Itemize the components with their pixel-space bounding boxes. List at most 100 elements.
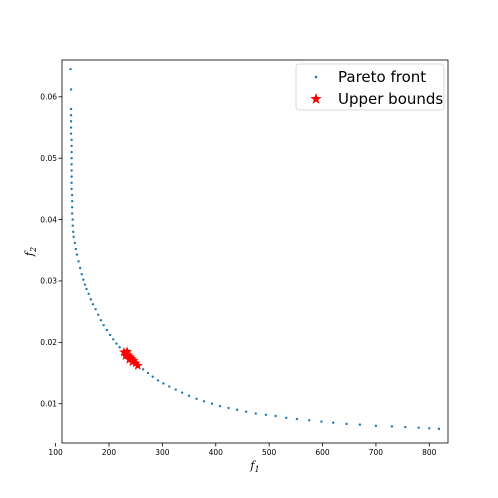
pareto-point: [71, 224, 74, 227]
legend-label: Pareto front: [338, 68, 426, 86]
pareto-point: [69, 107, 73, 111]
pareto-point: [70, 169, 73, 172]
pareto-point: [74, 247, 78, 251]
series-star: [118, 346, 143, 370]
pareto-point: [105, 328, 109, 332]
pareto-point: [187, 394, 191, 397]
pareto-point: [70, 212, 74, 215]
upper-bound-point: [130, 358, 141, 368]
legend-box: [295, 63, 445, 111]
pareto-point: [295, 417, 299, 421]
pareto-point: [417, 426, 420, 429]
upper-bound-point: [120, 350, 131, 361]
y-tick-label: 0.04: [40, 215, 57, 224]
pareto-point: [227, 406, 230, 410]
pareto-point: [168, 385, 171, 388]
x-axis-ticks: 100 200 300 400 500 600 700 800: [48, 443, 437, 457]
pareto-point: [71, 218, 74, 221]
pareto-point: [69, 114, 73, 117]
pareto-point: [244, 410, 248, 413]
pareto-point: [437, 427, 441, 431]
pareto-point: [70, 199, 74, 203]
series-dot: [69, 68, 441, 431]
pareto-point: [89, 298, 93, 301]
pareto-point: [69, 120, 73, 123]
pareto-point: [151, 375, 154, 378]
pareto-point: [70, 193, 74, 197]
pareto-point: [87, 292, 90, 296]
pareto-point: [69, 132, 73, 135]
pareto-point: [162, 382, 165, 385]
pareto-point: [94, 307, 97, 311]
pareto-point: [254, 412, 258, 415]
pareto-point: [73, 241, 77, 245]
pareto-point: [374, 424, 378, 428]
pareto-point: [202, 400, 206, 403]
pareto-point: [390, 425, 394, 428]
pareto-point: [70, 157, 73, 160]
legend-marker-star: [310, 93, 322, 104]
pareto-point: [285, 416, 288, 420]
pareto-point: [83, 283, 87, 286]
pareto-point: [195, 397, 198, 401]
y-axis-label-sub: 2: [29, 247, 38, 253]
pareto-point: [99, 319, 103, 322]
pareto-point: [91, 303, 95, 306]
pareto-point: [156, 379, 160, 382]
pareto-point: [70, 187, 73, 191]
upper-bound-point: [124, 354, 135, 364]
pareto-point: [70, 138, 73, 141]
upper-bound-point: [125, 351, 136, 362]
x-tick-label: 300: [155, 448, 170, 457]
pareto-point: [69, 88, 73, 91]
x-tick-label: 600: [315, 448, 330, 457]
pareto-point: [85, 287, 88, 291]
axes-frame: [61, 59, 449, 444]
pareto-point: [112, 338, 115, 341]
pareto-point: [70, 163, 73, 166]
pareto-point: [72, 230, 75, 234]
pareto-point: [70, 181, 73, 184]
pareto-point: [141, 368, 145, 371]
legend-entries: Pareto front Upper bounds: [310, 68, 443, 108]
x-tick-label: 200: [102, 448, 117, 457]
pareto-point: [80, 273, 83, 276]
x-axis-label-sub: 1: [254, 465, 259, 474]
x-axis-label-main: f: [249, 459, 256, 472]
pareto-point: [102, 323, 105, 327]
pareto-point: [75, 253, 79, 256]
pareto-point: [77, 260, 80, 263]
pareto-point: [264, 413, 268, 416]
upper-bound-point: [132, 360, 143, 370]
y-tick-label: 0.05: [40, 154, 57, 163]
pareto-point: [82, 278, 85, 281]
pareto-point: [69, 126, 73, 129]
y-tick-label: 0.03: [40, 277, 57, 286]
x-tick-label: 500: [262, 448, 277, 457]
pareto-point: [180, 391, 184, 394]
y-axis-ticks: 0.01 0.02 0.03 0.04 0.05 0.06: [40, 93, 62, 408]
pareto-point: [174, 388, 177, 391]
pareto-point: [72, 235, 75, 238]
pareto-point: [108, 333, 112, 337]
pareto-point: [97, 313, 100, 316]
x-tick-label: 700: [369, 448, 384, 457]
x-tick-label: 800: [422, 448, 437, 457]
pareto-point: [69, 68, 72, 71]
pareto-point: [70, 150, 73, 154]
pareto-point: [274, 414, 277, 418]
x-tick-label: 100: [48, 448, 63, 457]
legend-label: Upper bounds: [338, 90, 443, 108]
pareto-point: [235, 408, 239, 412]
y-tick-label: 0.06: [40, 93, 57, 102]
pareto-point: [332, 421, 335, 424]
pareto-point: [70, 206, 74, 209]
series-layer: [69, 68, 441, 431]
upper-bound-point: [127, 356, 138, 367]
pareto-point: [146, 371, 150, 375]
pareto-point: [70, 144, 73, 148]
pareto-point: [115, 342, 118, 345]
legend: Pareto front Upper bounds: [295, 63, 445, 111]
pareto-point: [218, 404, 222, 408]
